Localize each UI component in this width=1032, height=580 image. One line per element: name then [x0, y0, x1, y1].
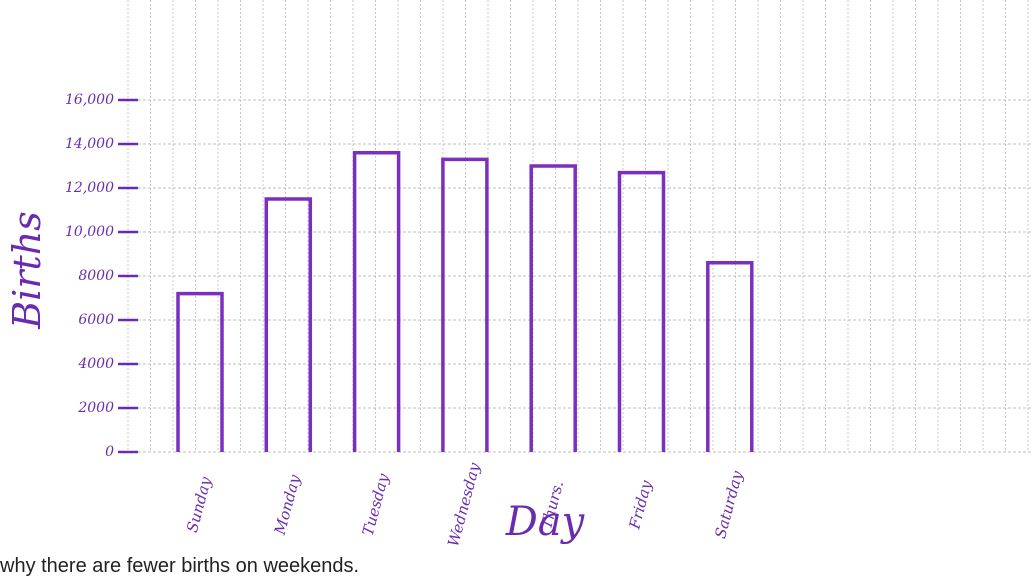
bar [531, 166, 575, 452]
y-tick-label: 12,000 [65, 180, 114, 196]
x-tick-label: Tuesday [359, 471, 393, 537]
bar [708, 263, 752, 452]
y-tick-label: 16,000 [65, 92, 114, 108]
x-tick-label: Friday [625, 478, 656, 532]
y-tick-label: 10,000 [65, 224, 114, 240]
bar [355, 153, 399, 452]
bar [620, 173, 664, 452]
y-tick-label: 4000 [77, 356, 114, 372]
y-axis-label: Births [5, 211, 49, 330]
x-tick-label: Saturday [711, 469, 746, 541]
y-tick-label: 6000 [78, 312, 114, 328]
y-tick-label: 2000 [77, 400, 114, 416]
bar [266, 199, 310, 452]
bar [178, 294, 222, 452]
caption: why there are fewer births on weekends. [0, 555, 359, 577]
y-tick-label: 0 [105, 444, 114, 460]
y-tick-label: 14,000 [65, 136, 114, 152]
x-tick-label: Wednesday [444, 460, 484, 548]
x-tick-label: Sunday [183, 475, 215, 535]
x-tick-label: Monday [270, 472, 304, 537]
chart: Births Day why there are fewer births on… [0, 0, 1032, 580]
y-tick-label: 8000 [78, 268, 114, 284]
